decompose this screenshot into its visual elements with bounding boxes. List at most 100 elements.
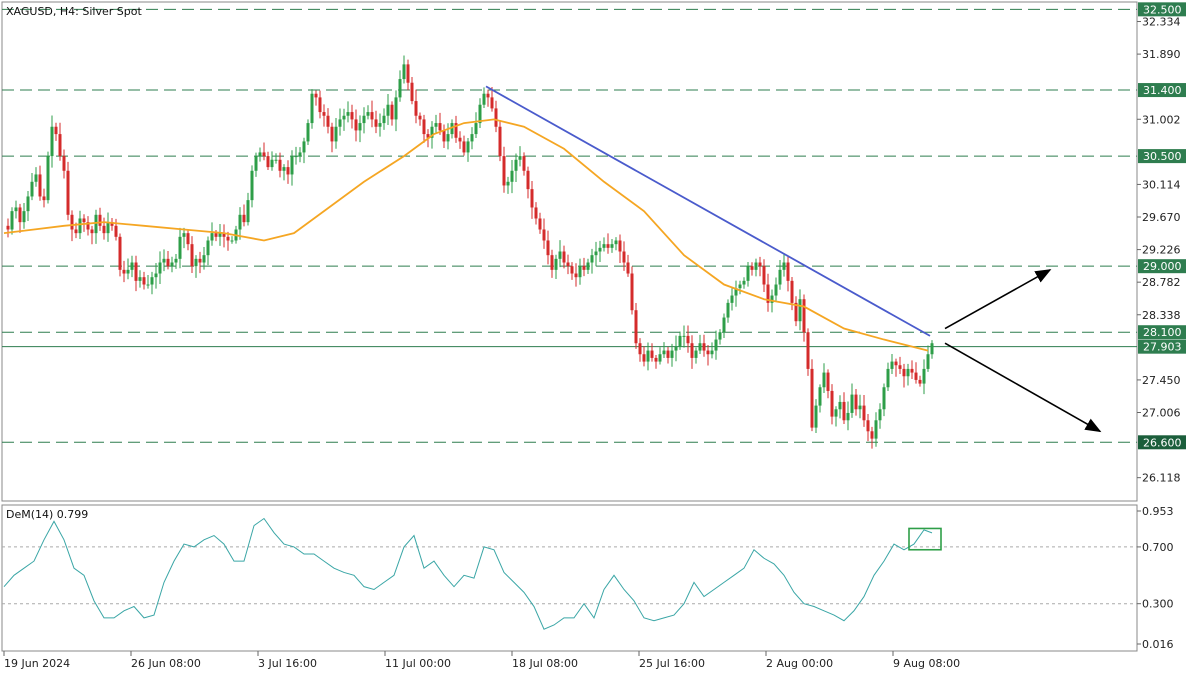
price-tick-label: 26.118 <box>1142 472 1181 485</box>
candle-body <box>422 119 426 135</box>
candle-body <box>106 222 110 234</box>
candle-body <box>210 233 214 241</box>
oscillator-line <box>3 517 933 630</box>
candle-body <box>826 372 830 391</box>
candle-body <box>146 284 150 286</box>
candle-body <box>258 152 262 157</box>
candle-body <box>222 233 226 237</box>
candle-body <box>586 262 590 270</box>
candle-body <box>710 350 714 355</box>
candle-body <box>374 119 378 127</box>
candle-body <box>790 280 794 303</box>
candle-body <box>262 152 266 157</box>
candle-body <box>602 244 606 248</box>
candle-body <box>626 262 630 274</box>
candle-body <box>910 368 914 373</box>
time-axis: 19 Jun 2024 26 Jun 08:00 3 Jul 16:00 11 Jul… <box>3 651 960 670</box>
candle-body <box>142 277 146 285</box>
candle-body <box>690 343 694 358</box>
price-level-tag <box>1138 83 1186 98</box>
candle-body <box>842 401 846 421</box>
candle-body <box>6 225 10 230</box>
candle-body <box>518 156 522 160</box>
indicator-title: DeM(14) 0.799 <box>6 508 88 521</box>
candle-body <box>154 273 158 278</box>
candle-body <box>830 390 834 417</box>
price-tick-label: 29.226 <box>1142 244 1181 257</box>
candle-body <box>606 244 610 248</box>
candle-body <box>78 218 82 234</box>
forecast-arrows <box>944 269 1102 433</box>
candle-body <box>734 288 738 296</box>
price-level-tag <box>1138 2 1186 17</box>
candle-body <box>382 115 386 124</box>
candle-body <box>930 343 934 355</box>
candle-body <box>294 156 298 158</box>
price-level-tag-label: 31.400 <box>1143 84 1182 97</box>
candle-body <box>266 156 270 168</box>
candle-body <box>714 339 718 351</box>
candle-body <box>742 280 746 285</box>
candle-body <box>110 222 114 226</box>
candle-body <box>774 284 778 296</box>
candle-body <box>822 372 826 388</box>
candle-body <box>306 123 310 142</box>
time-tick-label: 19 Jun 2024 <box>4 657 70 670</box>
candle-body <box>686 335 690 344</box>
candle-body <box>254 156 258 171</box>
candle-body <box>766 284 770 303</box>
candle-body <box>726 302 730 318</box>
candle-body <box>806 332 810 369</box>
candle-body <box>762 266 766 285</box>
candle-body <box>310 93 314 124</box>
candle-body <box>858 405 862 410</box>
candle-body <box>550 255 554 270</box>
candle-body <box>654 357 658 362</box>
candle-body <box>346 112 350 116</box>
time-tick-label: 3 Jul 16:00 <box>258 657 317 670</box>
candle-body <box>434 123 438 127</box>
candle-body <box>646 350 650 362</box>
time-tick-label: 25 Jul 16:00 <box>639 657 705 670</box>
candle-body <box>398 79 402 98</box>
candle-body <box>638 343 642 355</box>
candle-body <box>706 350 710 355</box>
candle-body <box>598 247 602 252</box>
candle-body <box>54 126 58 135</box>
candle-body <box>86 222 90 230</box>
candle-body <box>274 159 278 161</box>
candle-body <box>250 170 254 201</box>
arrow-up <box>944 269 1052 330</box>
candle-body <box>914 372 918 380</box>
candle-body <box>26 196 30 212</box>
candle-body <box>794 302 798 322</box>
candle-body <box>290 156 294 175</box>
candle-body <box>566 262 570 267</box>
candle-body <box>22 211 26 223</box>
candle-body <box>158 262 162 274</box>
candle-body <box>378 123 382 127</box>
moving-average <box>3 118 929 352</box>
candle-body <box>330 126 334 142</box>
arrow-down <box>944 342 1102 433</box>
price-level-tag <box>1138 339 1186 354</box>
oscillator-tick-label: 0.700 <box>1142 541 1174 554</box>
candle-body <box>918 379 922 384</box>
oscillator-tick-label: 0.300 <box>1142 598 1174 611</box>
candle-body <box>510 170 514 182</box>
candle-body <box>214 233 218 237</box>
candle-body <box>386 104 390 116</box>
candle-body <box>590 255 594 263</box>
candle-body <box>126 269 130 274</box>
candle-body <box>894 361 898 366</box>
candle-body <box>302 141 306 153</box>
price-level-tag <box>1138 435 1186 450</box>
price-tick-label: 30.114 <box>1142 178 1181 191</box>
candle-body <box>230 240 234 242</box>
candle-body <box>326 115 330 127</box>
candle-body <box>482 93 486 105</box>
candle-body <box>350 112 354 120</box>
candle-body <box>898 365 902 369</box>
price-axis: 32.334 31.890 31.002 30.114 29.670 29.226 28.7… <box>1137 2 1186 485</box>
candle-body <box>450 123 454 135</box>
